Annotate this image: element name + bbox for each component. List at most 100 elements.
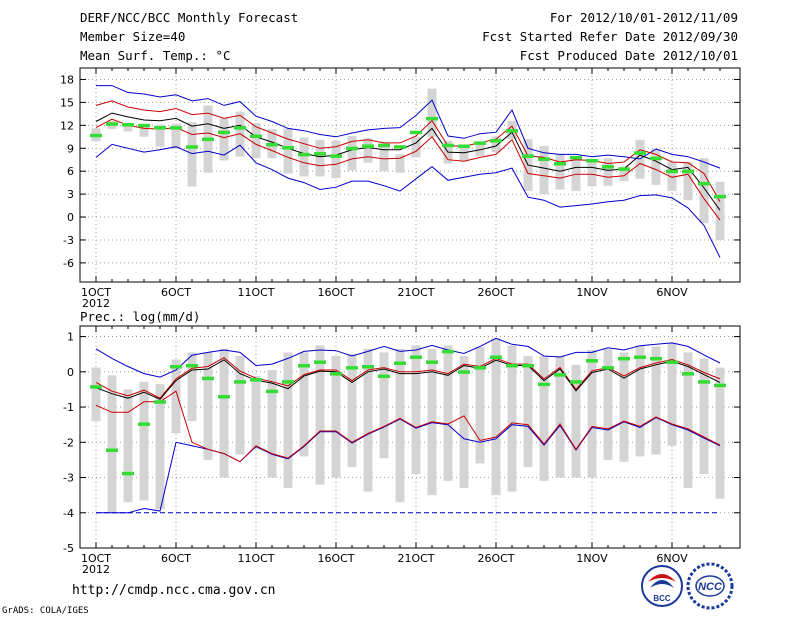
precip-spread-box [715, 367, 725, 499]
temp-frame [79, 67, 741, 283]
temp-spread-box [139, 124, 149, 137]
chart-title: DERF/NCC/BCC Monthly Forecast [80, 10, 299, 25]
temp-ytick-label: 0 [67, 211, 74, 224]
temp-year-label: 2012 [82, 297, 110, 310]
forecast-period: For 2012/10/01-2012/11/09 [549, 10, 738, 25]
precip-spread-box [475, 347, 485, 464]
temp-spread-box [571, 159, 581, 192]
temp-spread-box [683, 162, 693, 201]
precip-spread-box [379, 352, 389, 459]
temp-median-marker [602, 165, 614, 169]
precip-median-marker [698, 380, 710, 384]
temp-spread-box [427, 88, 437, 137]
precip-median-marker [586, 359, 598, 363]
precip-median-marker [234, 380, 246, 384]
precip-median-marker [714, 383, 726, 388]
temp-median-marker [474, 141, 486, 145]
temp-xtick-label: 1OCT [81, 286, 111, 299]
source-url[interactable]: http://cmdp.ncc.cma.gov.cn [72, 583, 276, 598]
temp-panel: -6 -3 0 3 6 9 12 15 18 1OCT 6OCT 11OCT 16OCT 21OCT 26O… [60, 67, 741, 310]
temp-median-marker [138, 123, 150, 128]
precip-median-marker [426, 360, 438, 364]
precip-spread-box [587, 349, 597, 478]
precip-spread-box [139, 381, 149, 501]
fcst-started-date: Fcst Started Refer Date 2012/09/30 [482, 29, 738, 44]
temp-median-marker [442, 143, 454, 148]
temp-spread-box [219, 118, 229, 161]
temp-spread-box [347, 136, 357, 171]
precip-spread-box [651, 346, 661, 455]
temp-median-marker [394, 145, 406, 149]
precip-variable-label: Prec.: log(mm/d) [80, 309, 201, 324]
temp-spread-box [699, 158, 709, 224]
temp-median-marker [570, 155, 582, 160]
temp-xtick-label: 1NOV [576, 286, 608, 299]
temp-mean-line [95, 112, 721, 211]
precip-xtick-label: 1NOV [576, 552, 608, 565]
temp-spread-box [667, 162, 677, 192]
temp-spread-box [363, 138, 373, 163]
precip-spread-box [443, 345, 453, 482]
precip-spread-box [251, 376, 261, 450]
temp-median-marker [90, 133, 102, 138]
precip-spread-box [539, 355, 549, 482]
precip-median-marker [346, 366, 358, 370]
temp-median-marker [314, 152, 326, 156]
temp-spread-box [411, 136, 421, 158]
precip-spread-box [699, 358, 709, 474]
precip-spread-box [171, 359, 181, 434]
precip-spread-box [603, 348, 613, 460]
temp-ytick-label: -3 [63, 234, 74, 247]
precip-xtick-label: 6OCT [161, 552, 191, 565]
precip-median-marker [170, 365, 182, 369]
temp-median-marker [346, 146, 358, 151]
precip-spread-box [299, 352, 309, 457]
temp-max-line [96, 85, 721, 169]
precip-mean-minus-sd-line [95, 390, 721, 463]
precip-median-marker [106, 448, 118, 453]
temp-median-marker [106, 122, 118, 126]
temp-median-marker [458, 144, 470, 148]
temp-spread-box [315, 139, 325, 177]
temp-median-marker [490, 139, 502, 143]
temp-median-marker [218, 130, 230, 135]
temp-median-marker [506, 129, 518, 133]
precip-xtick-label: 21OCT [397, 552, 434, 565]
temp-ytick-label: 6 [67, 165, 74, 178]
temp-spread-box [251, 123, 261, 159]
precip-spread-box [219, 348, 229, 478]
precip-median-marker [186, 363, 198, 368]
temp-xtick-label: 16OCT [317, 286, 354, 299]
temp-median-marker [698, 181, 710, 186]
precip-median-marker [298, 363, 310, 368]
precip-median-marker [282, 380, 294, 384]
precip-spread-box [107, 375, 117, 513]
temp-median-marker [410, 130, 422, 135]
precip-spread-box [683, 352, 693, 489]
precip-ytick-label: -1 [63, 401, 74, 414]
precip-ytick-label: -4 [63, 507, 74, 520]
precip-median-marker [554, 373, 566, 377]
precip-max-line [95, 337, 721, 378]
precip-frame [79, 325, 741, 549]
precip-mean-plus-sd-line [95, 357, 721, 399]
precip-xtick-label: 26OCT [477, 552, 514, 565]
precip-ytick-label: -5 [63, 542, 74, 555]
temp-ytick-label: 18 [60, 73, 74, 86]
temp-spread-box [475, 142, 485, 156]
precip-median-marker [682, 372, 694, 376]
precip-median-marker [506, 363, 518, 368]
variable-label: Mean Surf. Temp.: °C [80, 48, 231, 63]
precip-median-marker [202, 376, 214, 381]
temp-median-marker [282, 145, 294, 150]
precip-median-marker [522, 363, 534, 368]
temp-spread-box [299, 137, 309, 177]
precip-spread-box [203, 352, 213, 460]
precip-median-marker [250, 378, 262, 382]
temp-ytick-label: 9 [67, 142, 74, 155]
temp-spread-box [715, 181, 725, 240]
precip-spread-box [667, 342, 677, 446]
precip-mean-line [95, 359, 721, 400]
temp-min-line [95, 143, 721, 258]
